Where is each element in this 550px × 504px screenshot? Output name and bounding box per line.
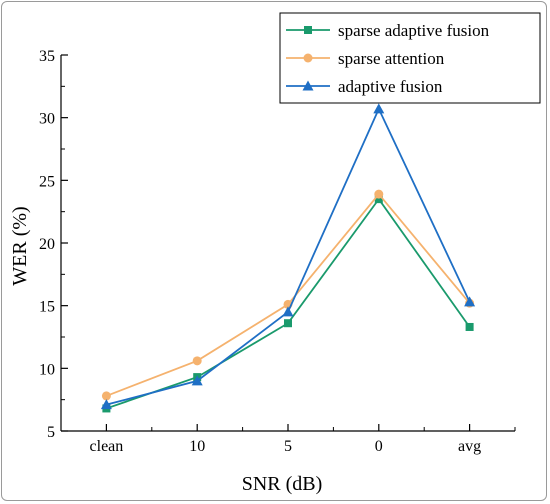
x-tick-label: 5 <box>284 438 292 455</box>
legend-item: sparse attention <box>286 49 445 68</box>
legend-label: adaptive fusion <box>338 77 443 96</box>
y-axis-ticks: 5 10 15 20 25 30 35 <box>39 48 68 441</box>
x-tick-label: 10 <box>189 438 205 455</box>
x-tick-label: avg <box>458 438 481 455</box>
legend-marker <box>302 80 314 91</box>
legend-marker <box>303 53 313 63</box>
series-layer <box>100 103 476 413</box>
x-tick-label: 0 <box>375 438 383 455</box>
axes <box>60 55 515 432</box>
data-point <box>284 319 292 328</box>
x-axis-ticks: clean 10 5 0 avg <box>90 424 516 455</box>
data-point <box>191 375 203 386</box>
data-point <box>374 189 384 199</box>
data-point <box>101 391 111 401</box>
y-axis-label: WER (%) <box>9 206 31 285</box>
legend-item: adaptive fusion <box>286 77 443 96</box>
data-point <box>465 322 474 331</box>
legend-marker <box>304 26 312 34</box>
series-line <box>106 192 471 397</box>
y-tick-label: 35 <box>39 48 55 65</box>
y-tick-label: 25 <box>39 173 55 190</box>
series-adaptive-fusion <box>100 103 476 410</box>
series-line <box>106 106 471 406</box>
data-point <box>100 399 112 410</box>
data-point <box>373 103 385 114</box>
legend-item: sparse adaptive fusion <box>286 21 490 40</box>
data-point <box>282 306 294 317</box>
data-point <box>192 356 202 366</box>
y-tick-label: 30 <box>39 111 55 128</box>
data-point <box>374 195 383 204</box>
series-sparse-attention <box>101 189 475 401</box>
legend-label: sparse adaptive fusion <box>338 21 490 40</box>
y-tick-label: 15 <box>39 299 55 316</box>
legend: sparse adaptive fusion sparse attention ad… <box>279 12 541 104</box>
y-tick-label: 5 <box>47 424 55 441</box>
data-point <box>464 296 476 307</box>
y-tick-label: 20 <box>39 236 55 253</box>
x-axis-label: SNR (dB) <box>242 473 323 495</box>
y-tick-label: 10 <box>39 361 55 378</box>
x-tick-label: clean <box>90 438 124 455</box>
legend-label: sparse attention <box>338 49 445 68</box>
